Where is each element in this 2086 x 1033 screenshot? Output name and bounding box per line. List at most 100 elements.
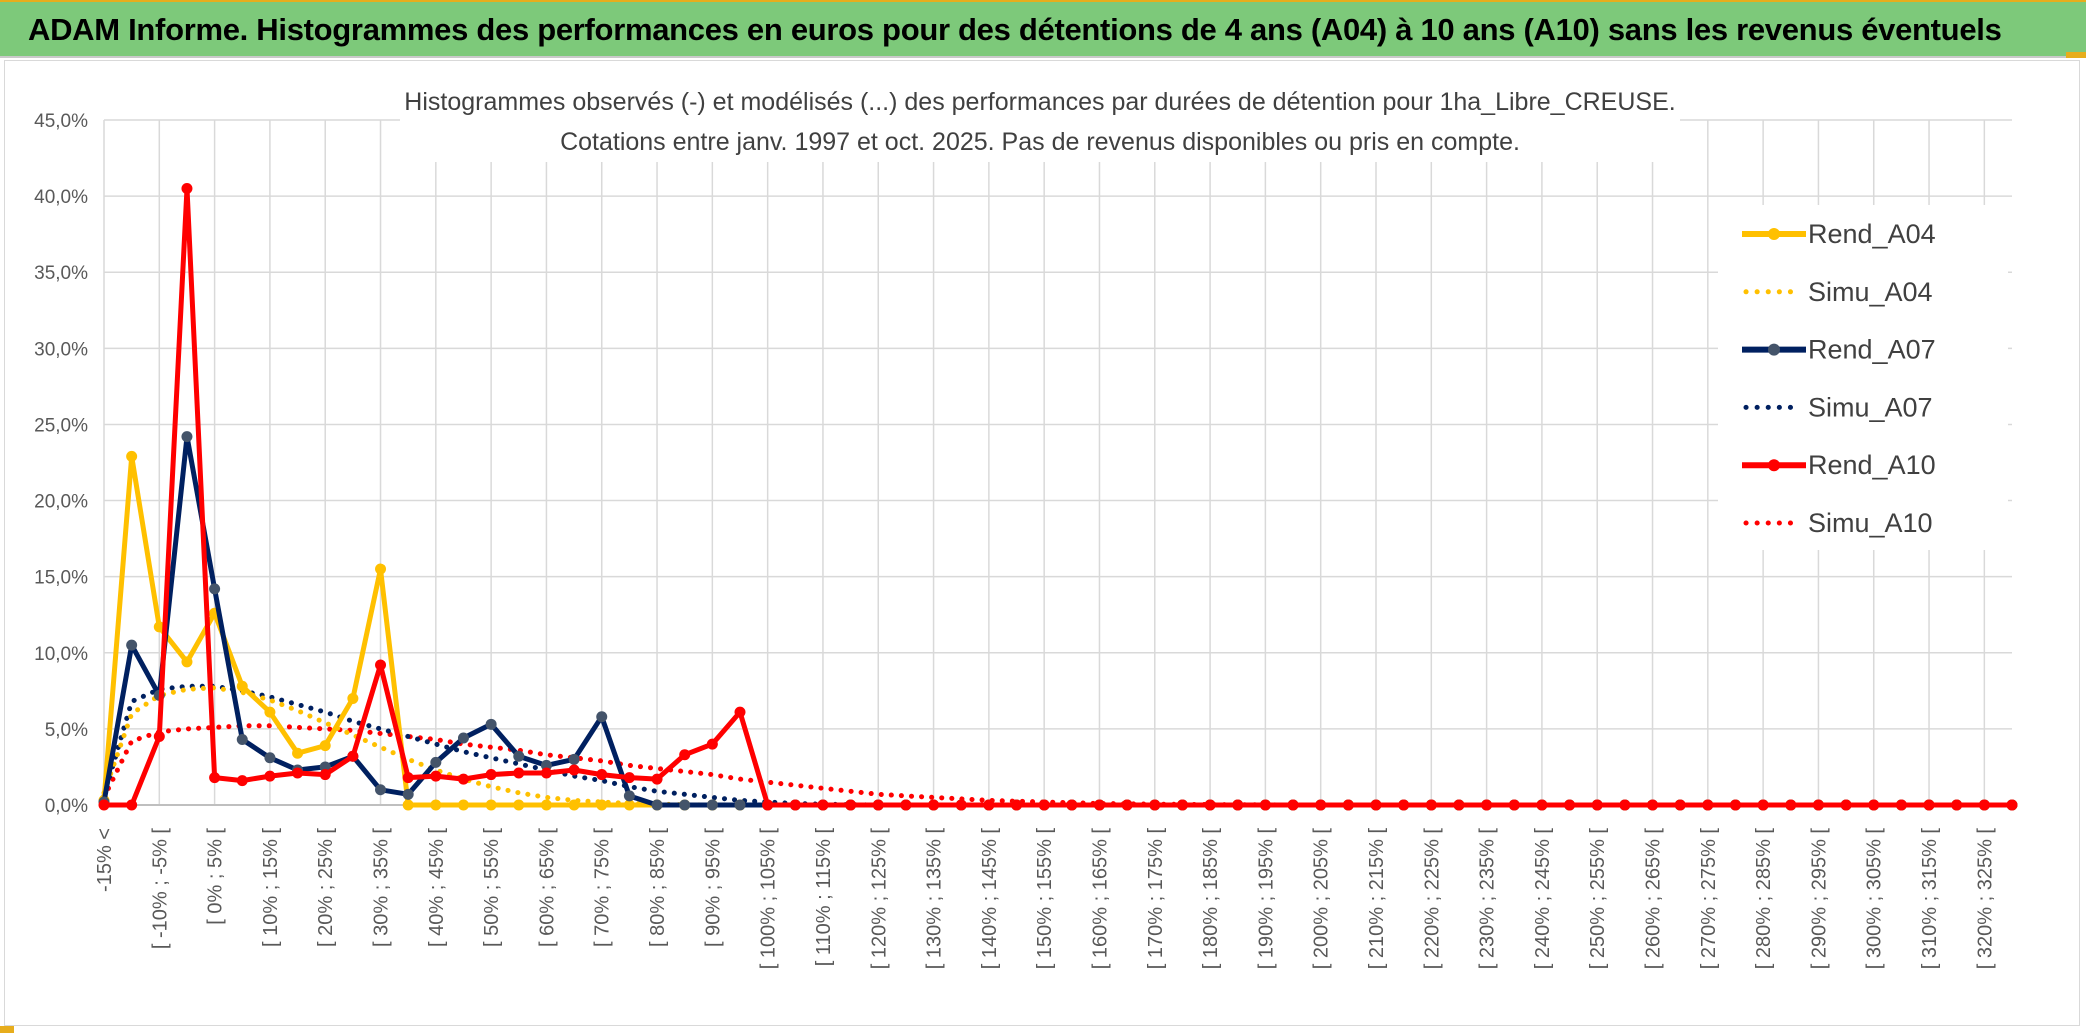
data-point (1481, 799, 1493, 811)
report-title: ADAM Informe. Histogrammes des performan… (28, 12, 2002, 47)
data-point (236, 775, 248, 787)
data-point (1812, 799, 1824, 811)
y-tick-label: 45,0% (34, 111, 88, 132)
x-tick-label: [ 130% ; 135% [ (924, 828, 946, 970)
data-point (1093, 799, 1105, 811)
data-point (1259, 799, 1271, 811)
data-point (1674, 799, 1686, 811)
data-point (789, 799, 801, 811)
legend-item: Simu_A07 (1743, 392, 1933, 422)
x-tick-label: -15% < (94, 828, 116, 892)
x-tick-label: [ 320% ; 325% [ (1974, 828, 1996, 970)
y-tick-label: 25,0% (34, 415, 88, 436)
y-tick-label: 30,0% (34, 339, 88, 360)
data-point (181, 656, 193, 668)
chart-title-line-1: Histogrammes observés (-) et modélisés (… (404, 88, 1675, 116)
chart-frame (4, 60, 2080, 1026)
data-point (402, 799, 414, 811)
data-point (1564, 799, 1576, 811)
data-point (596, 711, 608, 723)
data-point (1729, 799, 1741, 811)
data-point (1038, 799, 1050, 811)
y-tick-label: 0,0% (45, 796, 88, 817)
data-point (375, 659, 387, 671)
data-point (568, 764, 580, 776)
data-point (485, 718, 497, 730)
series-line (101, 723, 2015, 808)
legend-marker (1768, 228, 1780, 240)
data-point (1287, 799, 1299, 811)
x-tick-label: [ 40% ; 45% [ (426, 828, 448, 947)
data-point (762, 799, 774, 811)
report-banner: ADAM Informe. Histogrammes des performan… (0, 0, 2086, 58)
data-point (126, 799, 138, 811)
data-point (375, 563, 387, 575)
data-point (1536, 799, 1548, 811)
x-tick-label: [ 0% ; 5% [ (205, 828, 227, 925)
y-tick-label: 35,0% (34, 263, 88, 284)
legend-label: Simu_A10 (1808, 508, 1933, 538)
data-point (319, 769, 331, 781)
data-point (1176, 799, 1188, 811)
x-tick-label: [ -10% ; -5% [ (149, 828, 171, 950)
corner-accent (2066, 52, 2086, 58)
data-point (126, 639, 138, 651)
data-point (1840, 799, 1852, 811)
legend-label: Rend_A04 (1808, 219, 1936, 249)
x-tick-label: [ 180% ; 185% [ (1200, 828, 1222, 970)
data-point (292, 747, 304, 759)
data-point (430, 770, 442, 782)
data-point (2006, 799, 2018, 811)
series-simu-a10 (101, 723, 2015, 808)
x-tick-label: [ 300% ; 305% [ (1864, 828, 1886, 970)
data-point (1508, 799, 1520, 811)
legend-item: Simu_A10 (1743, 508, 1933, 538)
data-point (319, 761, 331, 773)
legend-label: Rend_A07 (1808, 335, 1936, 365)
data-point (1149, 799, 1161, 811)
data-point (679, 749, 691, 761)
data-point (568, 799, 580, 811)
y-axis: 0,0% 5,0% 10,0% 15,0% 20,0% 25,0% 30,0% 35,0% 40… (34, 111, 2012, 817)
x-tick-label: [ 310% ; 315% [ (1919, 828, 1941, 970)
data-point (485, 799, 497, 811)
data-point (1011, 799, 1023, 811)
data-point (1398, 799, 1410, 811)
x-tick-label: [ 30% ; 35% [ (371, 828, 393, 947)
x-tick-label: [ 70% ; 75% [ (592, 828, 614, 947)
data-point (1923, 799, 1935, 811)
legend-label: Simu_A07 (1808, 392, 1933, 422)
x-tick-label: [ 280% ; 285% [ (1753, 828, 1775, 970)
data-point (402, 788, 414, 800)
data-point (264, 752, 276, 764)
data-point (983, 799, 995, 811)
x-tick-label: [ 260% ; 265% [ (1643, 828, 1665, 970)
chart-title-box: Histogrammes observés (-) et modélisés (… (400, 82, 1680, 162)
legend-item: Rend_A04 (1742, 219, 1936, 249)
x-tick-label: [ 140% ; 145% [ (979, 828, 1001, 970)
data-point (596, 769, 608, 781)
x-tick-label: [ 120% ; 125% [ (868, 828, 890, 970)
x-tick-label: [ 200% ; 205% [ (1311, 828, 1333, 970)
data-point (375, 784, 387, 796)
data-point (1951, 799, 1963, 811)
y-tick-label: 40,0% (34, 187, 88, 208)
y-tick-label: 15,0% (34, 568, 88, 589)
data-point (623, 772, 635, 784)
data-point (872, 799, 884, 811)
data-point (153, 621, 165, 633)
data-point (1978, 799, 1990, 811)
data-point (1066, 799, 1078, 811)
x-axis: -15% < [ -10% ; -5% [ [ 0% ; 5% [ [ 10% ; 1… (94, 828, 1996, 970)
data-point (319, 740, 331, 752)
legend-item: Rend_A10 (1742, 450, 1936, 480)
data-point (651, 799, 663, 811)
data-point (706, 738, 718, 750)
data-point (900, 799, 912, 811)
series-line (104, 186, 2012, 808)
x-tick-label: [ 10% ; 15% [ (260, 828, 282, 947)
data-point (623, 790, 635, 802)
x-tick-label: [ 100% ; 105% [ (758, 828, 780, 970)
data-point (928, 799, 940, 811)
